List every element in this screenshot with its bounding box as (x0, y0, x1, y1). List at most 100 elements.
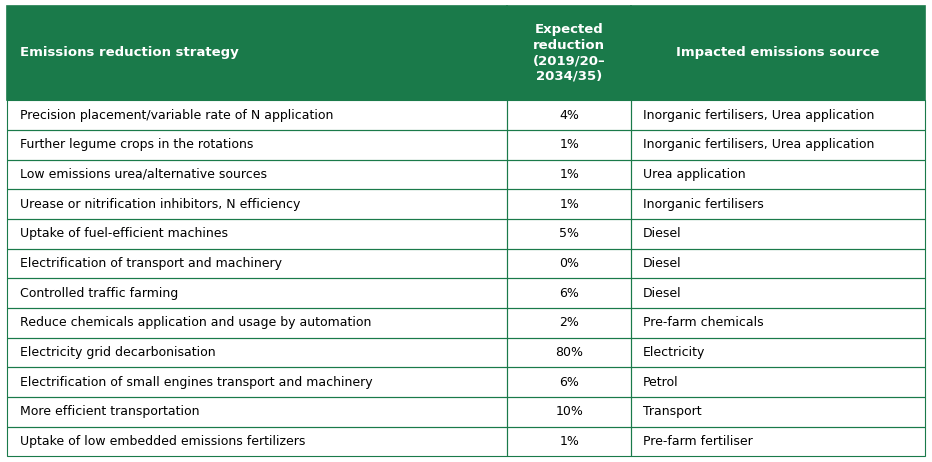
Bar (7, 100, 507, 130)
Bar (507, 130, 631, 159)
Text: 4%: 4% (559, 109, 579, 122)
Bar (631, 6, 925, 100)
Bar (7, 159, 507, 189)
Text: Reduce chemicals application and usage by automation: Reduce chemicals application and usage b… (20, 316, 371, 329)
Bar (507, 159, 631, 189)
Bar (631, 249, 925, 278)
Bar (507, 219, 631, 249)
Text: Inorganic fertilisers, Urea application: Inorganic fertilisers, Urea application (643, 109, 874, 122)
Bar (507, 249, 631, 278)
Bar (631, 278, 925, 308)
Text: Uptake of low embedded emissions fertilizers: Uptake of low embedded emissions fertili… (20, 435, 305, 448)
Bar (631, 338, 925, 367)
Bar (7, 278, 507, 308)
Bar (7, 130, 507, 159)
Text: 80%: 80% (555, 346, 583, 359)
Text: Urea application: Urea application (643, 168, 746, 181)
Text: Electrification of small engines transport and machinery: Electrification of small engines transpo… (20, 376, 372, 389)
Bar (631, 219, 925, 249)
Bar (507, 249, 631, 278)
Bar (7, 308, 507, 338)
Text: 2%: 2% (559, 316, 579, 329)
Bar (7, 189, 507, 219)
Bar (7, 159, 507, 189)
Bar (507, 6, 631, 100)
Text: Petrol: Petrol (643, 376, 678, 389)
Bar (631, 159, 925, 189)
Text: Inorganic fertilisers: Inorganic fertilisers (643, 198, 764, 211)
Bar (7, 338, 507, 367)
Bar (7, 367, 507, 397)
Bar (631, 130, 925, 159)
Text: Electrification of transport and machinery: Electrification of transport and machine… (20, 257, 281, 270)
Bar (7, 189, 507, 219)
Bar (507, 100, 631, 130)
Text: More efficient transportation: More efficient transportation (20, 406, 199, 419)
Text: Expected
reduction
(2019/20–
2034/35): Expected reduction (2019/20– 2034/35) (533, 23, 606, 83)
Bar (507, 130, 631, 159)
Bar (631, 308, 925, 338)
Bar (507, 278, 631, 308)
Bar (7, 6, 507, 100)
Text: Diesel: Diesel (643, 287, 682, 300)
Text: Low emissions urea/alternative sources: Low emissions urea/alternative sources (20, 168, 267, 181)
Bar (7, 219, 507, 249)
Bar (7, 397, 507, 427)
Bar (631, 397, 925, 427)
Bar (507, 338, 631, 367)
Bar (7, 249, 507, 278)
Bar (631, 278, 925, 308)
Bar (7, 130, 507, 159)
Bar (631, 100, 925, 130)
Bar (631, 249, 925, 278)
Bar (7, 397, 507, 427)
Text: Emissions reduction strategy: Emissions reduction strategy (20, 46, 239, 60)
Bar (7, 249, 507, 278)
Text: 1%: 1% (559, 168, 579, 181)
Bar (507, 427, 631, 456)
Bar (507, 308, 631, 338)
Bar (7, 367, 507, 397)
Text: 1%: 1% (559, 198, 579, 211)
Bar (507, 278, 631, 308)
Bar (507, 308, 631, 338)
Text: 1%: 1% (559, 138, 579, 151)
Text: Inorganic fertilisers, Urea application: Inorganic fertilisers, Urea application (643, 138, 874, 151)
Bar (631, 367, 925, 397)
Text: 5%: 5% (559, 227, 579, 240)
Bar (631, 159, 925, 189)
Bar (507, 159, 631, 189)
Text: Further legume crops in the rotations: Further legume crops in the rotations (20, 138, 253, 151)
Bar (631, 427, 925, 456)
Text: Electricity: Electricity (643, 346, 706, 359)
Bar (507, 189, 631, 219)
Bar (631, 308, 925, 338)
Text: Pre-farm fertiliser: Pre-farm fertiliser (643, 435, 753, 448)
Bar (507, 397, 631, 427)
Text: Impacted emissions source: Impacted emissions source (676, 46, 880, 60)
Bar (507, 219, 631, 249)
Bar (507, 6, 631, 100)
Text: Uptake of fuel-efficient machines: Uptake of fuel-efficient machines (20, 227, 227, 240)
Bar (7, 427, 507, 456)
Text: Controlled traffic farming: Controlled traffic farming (20, 287, 178, 300)
Bar (631, 100, 925, 130)
Bar (507, 367, 631, 397)
Bar (631, 189, 925, 219)
Bar (7, 308, 507, 338)
Text: 10%: 10% (555, 406, 583, 419)
Bar (631, 367, 925, 397)
Bar (631, 189, 925, 219)
Bar (7, 427, 507, 456)
Text: Pre-farm chemicals: Pre-farm chemicals (643, 316, 764, 329)
Bar (507, 427, 631, 456)
Bar (507, 100, 631, 130)
Bar (7, 6, 507, 100)
Text: Electricity grid decarbonisation: Electricity grid decarbonisation (20, 346, 215, 359)
Bar (507, 397, 631, 427)
Bar (631, 427, 925, 456)
Text: Precision placement/variable rate of N application: Precision placement/variable rate of N a… (20, 109, 333, 122)
Bar (7, 338, 507, 367)
Bar (7, 100, 507, 130)
Bar (7, 278, 507, 308)
